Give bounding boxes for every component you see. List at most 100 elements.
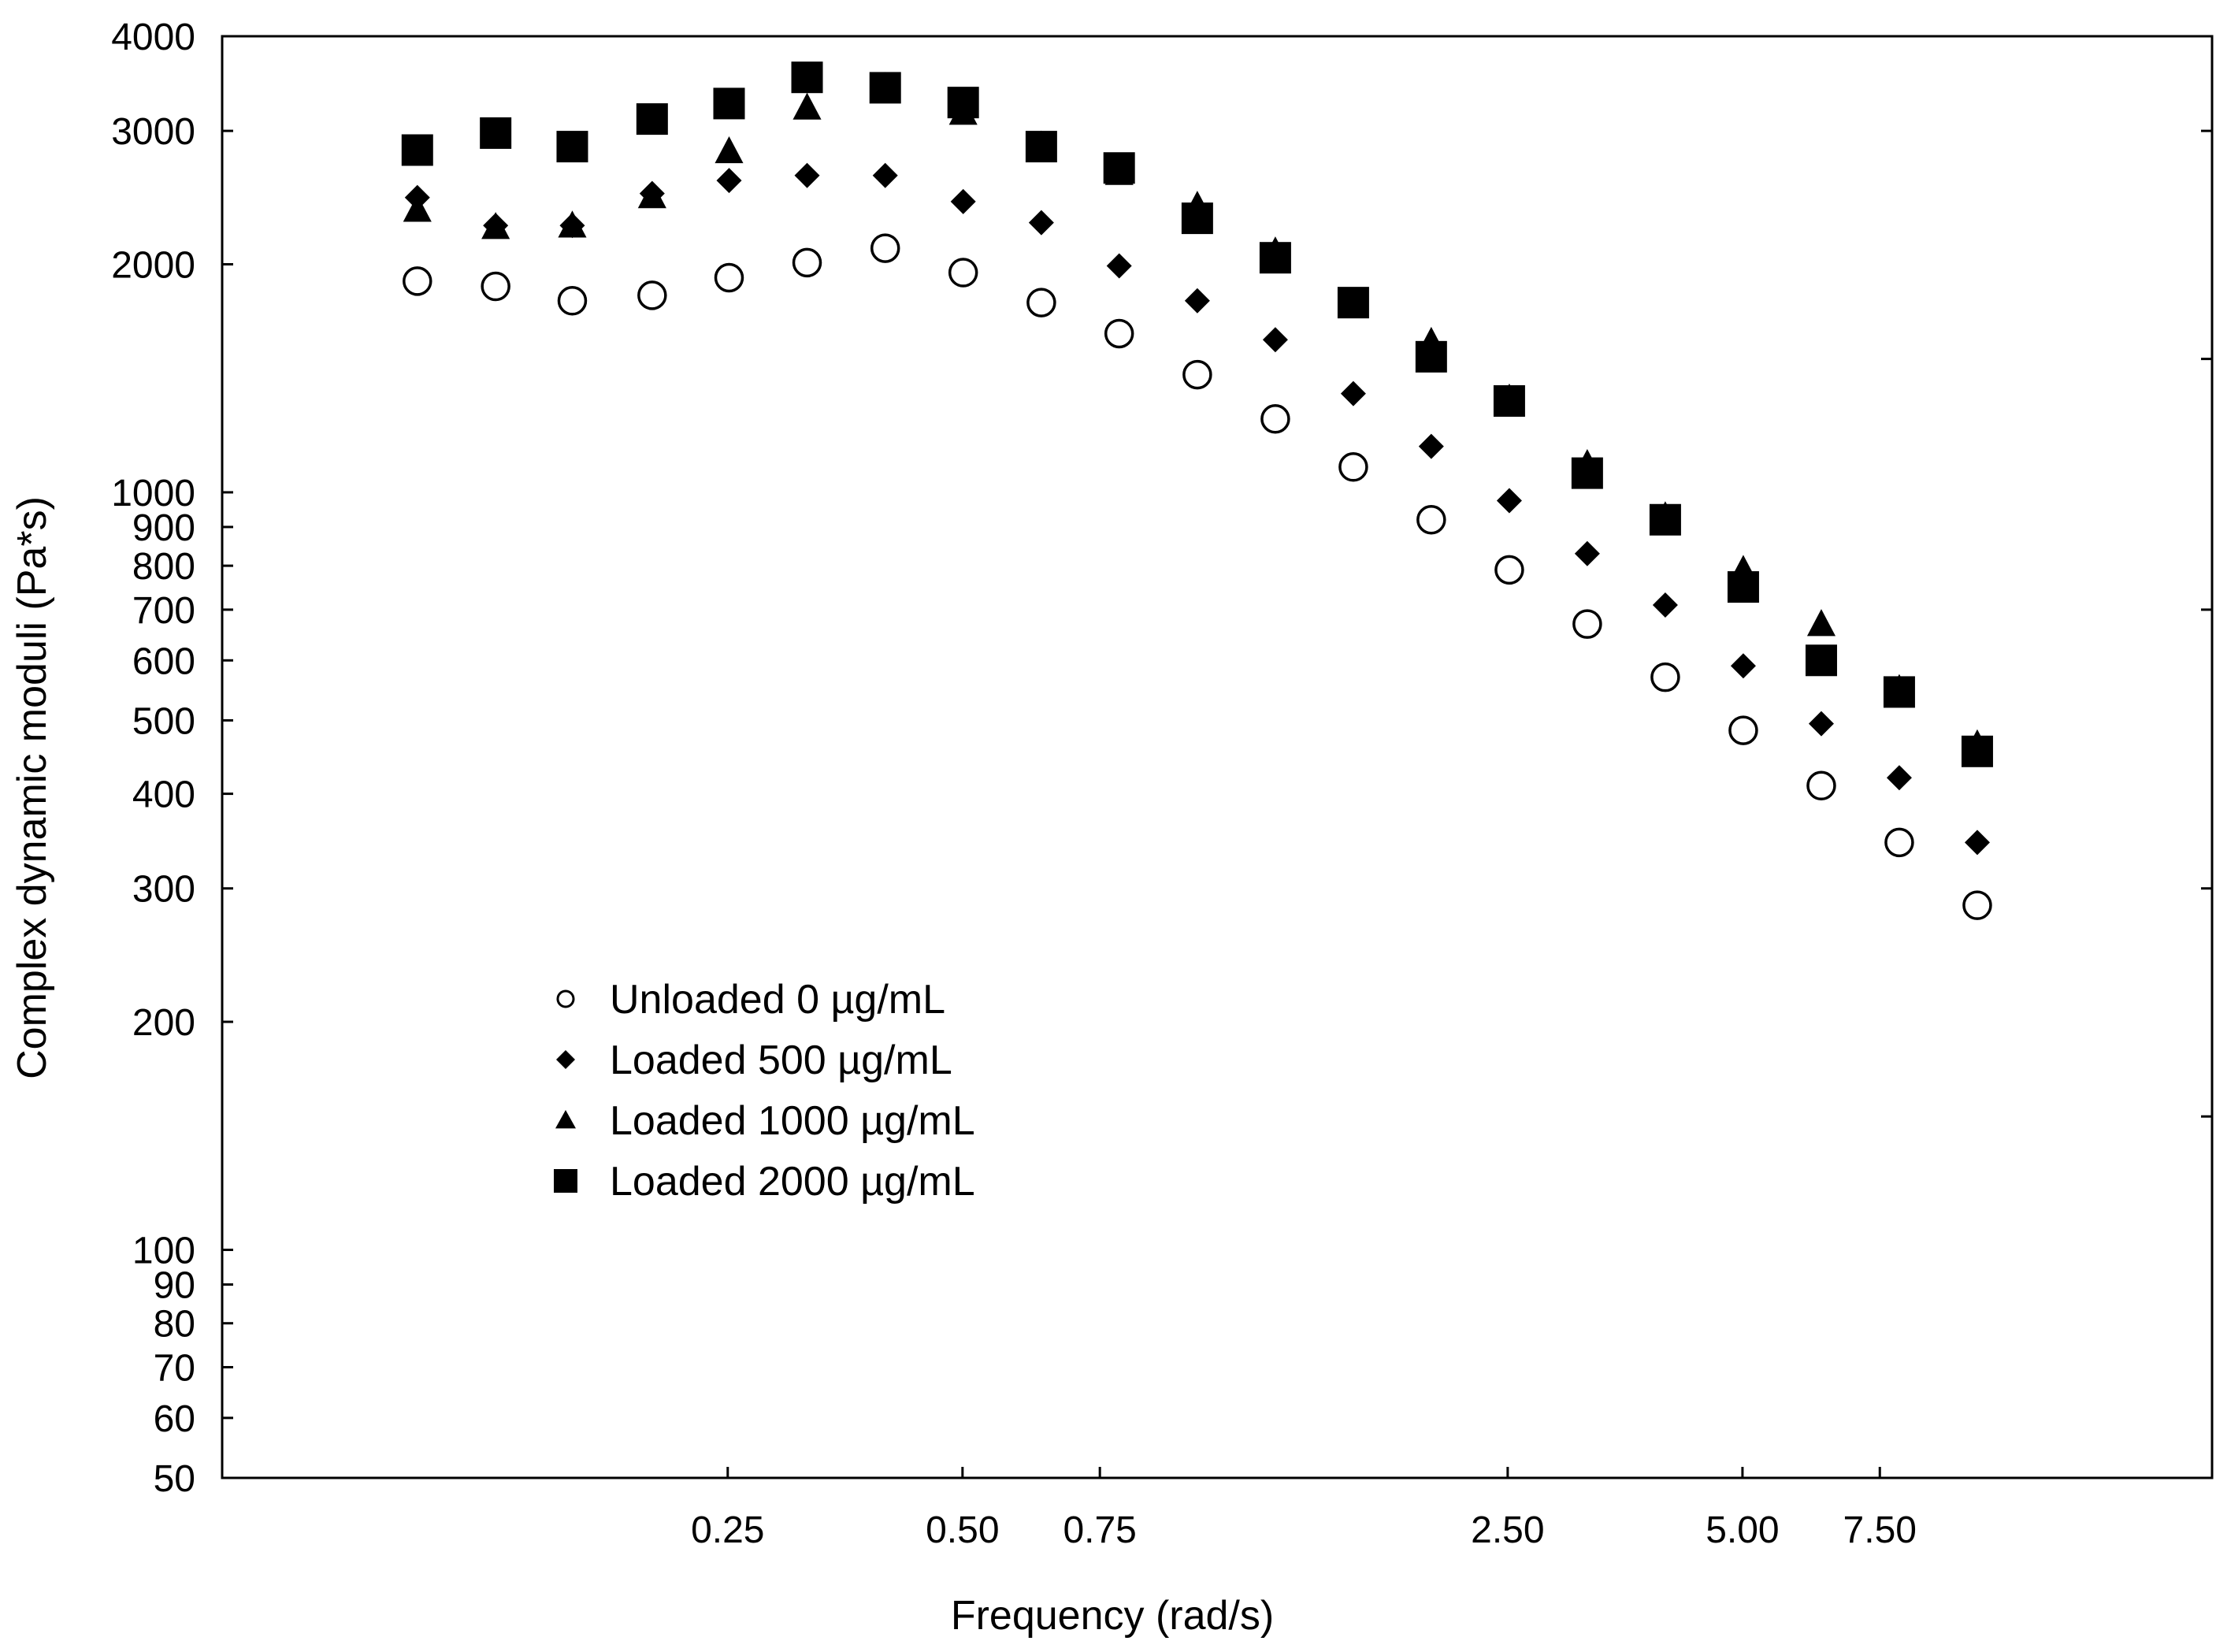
legend-marker bbox=[556, 989, 575, 1008]
y-tick-label: 3000 bbox=[111, 111, 195, 153]
x-tick-label: 2.50 bbox=[1471, 1509, 1544, 1551]
legend-marker bbox=[555, 1110, 576, 1129]
data-point bbox=[558, 210, 587, 238]
data-point bbox=[1572, 609, 1602, 639]
x-tick-label: 5.00 bbox=[1706, 1509, 1779, 1551]
data-point bbox=[637, 181, 666, 209]
legend-label: Loaded 500 µg/mL bbox=[610, 1038, 952, 1083]
data-point bbox=[872, 162, 898, 188]
data-point bbox=[1730, 653, 1756, 679]
y-tick-label: 70 bbox=[154, 1347, 195, 1389]
x-axis-label: Frequency (rad/s) bbox=[951, 1593, 1274, 1639]
legend-item: Loaded 1000 µg/mL bbox=[555, 1098, 975, 1144]
data-point bbox=[1964, 830, 1990, 856]
series-square bbox=[401, 61, 1993, 767]
data-point bbox=[792, 247, 822, 278]
data-point bbox=[948, 258, 978, 288]
data-point bbox=[1415, 340, 1447, 373]
data-point bbox=[1806, 609, 1836, 637]
x-tick-label: 0.75 bbox=[1063, 1509, 1136, 1551]
data-point bbox=[716, 168, 742, 194]
data-point bbox=[713, 87, 745, 120]
y-tick-label: 60 bbox=[154, 1398, 195, 1440]
data-point bbox=[714, 262, 744, 293]
data-point bbox=[1886, 765, 1912, 791]
data-point bbox=[1418, 433, 1444, 459]
data-point bbox=[1259, 242, 1291, 274]
data-point bbox=[1026, 288, 1056, 317]
y-tick-label: 400 bbox=[132, 774, 195, 816]
data-point bbox=[1961, 735, 1993, 767]
data-points bbox=[401, 61, 1993, 920]
data-point bbox=[1025, 131, 1057, 163]
plot-frame bbox=[221, 35, 2214, 1479]
x-tick-label: 0.25 bbox=[691, 1509, 764, 1551]
x-tick-label: 7.50 bbox=[1843, 1509, 1917, 1551]
data-point bbox=[403, 195, 432, 222]
data-point bbox=[481, 212, 510, 239]
y-tick-label: 900 bbox=[132, 507, 195, 549]
data-point bbox=[1962, 890, 1992, 920]
legend: Unloaded 0 µg/mL Loaded 500 µg/mL Loaded 1… bbox=[554, 977, 975, 1205]
y-tick-label: 200 bbox=[132, 1002, 195, 1044]
data-point bbox=[794, 162, 820, 188]
data-point bbox=[1884, 827, 1914, 858]
data-point bbox=[1104, 318, 1134, 349]
data-point bbox=[1883, 676, 1915, 708]
legend-item: Unloaded 0 µg/mL bbox=[556, 977, 945, 1023]
data-point bbox=[1496, 488, 1522, 514]
data-point bbox=[1260, 403, 1290, 434]
legend-label: Loaded 1000 µg/mL bbox=[610, 1098, 975, 1144]
data-point bbox=[1181, 202, 1213, 235]
data-point bbox=[870, 233, 900, 263]
data-point bbox=[1182, 359, 1212, 390]
data-point bbox=[1340, 381, 1366, 407]
y-tick-label: 100 bbox=[132, 1231, 195, 1272]
data-point bbox=[1806, 770, 1836, 801]
data-point bbox=[1337, 287, 1369, 319]
data-point bbox=[1028, 210, 1054, 236]
data-point bbox=[481, 271, 510, 302]
y-tick-label: 500 bbox=[132, 700, 195, 742]
data-point bbox=[401, 134, 433, 166]
data-point bbox=[637, 280, 667, 310]
data-point bbox=[636, 103, 668, 136]
series-triangle bbox=[403, 72, 1992, 756]
y-axis-label: Complex dynamic moduli (Pa*s) bbox=[9, 496, 55, 1079]
y-tick-label: 700 bbox=[132, 590, 195, 632]
y-tick-label: 4000 bbox=[111, 17, 195, 58]
data-point bbox=[950, 188, 976, 214]
data-point bbox=[1650, 662, 1680, 692]
legend-item: Loaded 2000 µg/mL bbox=[554, 1159, 975, 1205]
data-point bbox=[1574, 540, 1600, 566]
y-tick-label: 300 bbox=[132, 869, 195, 911]
legend-item: Loaded 500 µg/mL bbox=[556, 1038, 952, 1083]
data-point bbox=[947, 87, 979, 119]
series-diamond bbox=[404, 162, 1990, 856]
y-tick-label: 800 bbox=[132, 546, 195, 588]
data-point bbox=[403, 266, 432, 296]
data-point bbox=[1103, 152, 1135, 184]
data-point bbox=[792, 92, 822, 120]
data-point bbox=[1262, 327, 1288, 353]
data-point bbox=[1493, 384, 1525, 417]
data-point bbox=[1106, 253, 1132, 279]
data-point bbox=[1649, 503, 1681, 536]
data-point bbox=[1728, 715, 1758, 745]
y-tick-label: 1000 bbox=[111, 473, 195, 514]
data-point bbox=[1808, 711, 1834, 737]
data-point bbox=[1416, 505, 1446, 535]
y-tick-label: 600 bbox=[132, 640, 195, 682]
data-point bbox=[791, 61, 823, 94]
data-point bbox=[869, 72, 901, 104]
legend-marker bbox=[554, 1169, 577, 1193]
x-tick-label: 0.50 bbox=[926, 1509, 999, 1551]
y-tick-label: 90 bbox=[154, 1265, 195, 1307]
data-point bbox=[1494, 555, 1524, 585]
data-point bbox=[1338, 452, 1368, 482]
y-tick-label: 50 bbox=[154, 1458, 195, 1500]
data-point bbox=[1805, 644, 1837, 677]
data-point bbox=[1571, 457, 1603, 489]
